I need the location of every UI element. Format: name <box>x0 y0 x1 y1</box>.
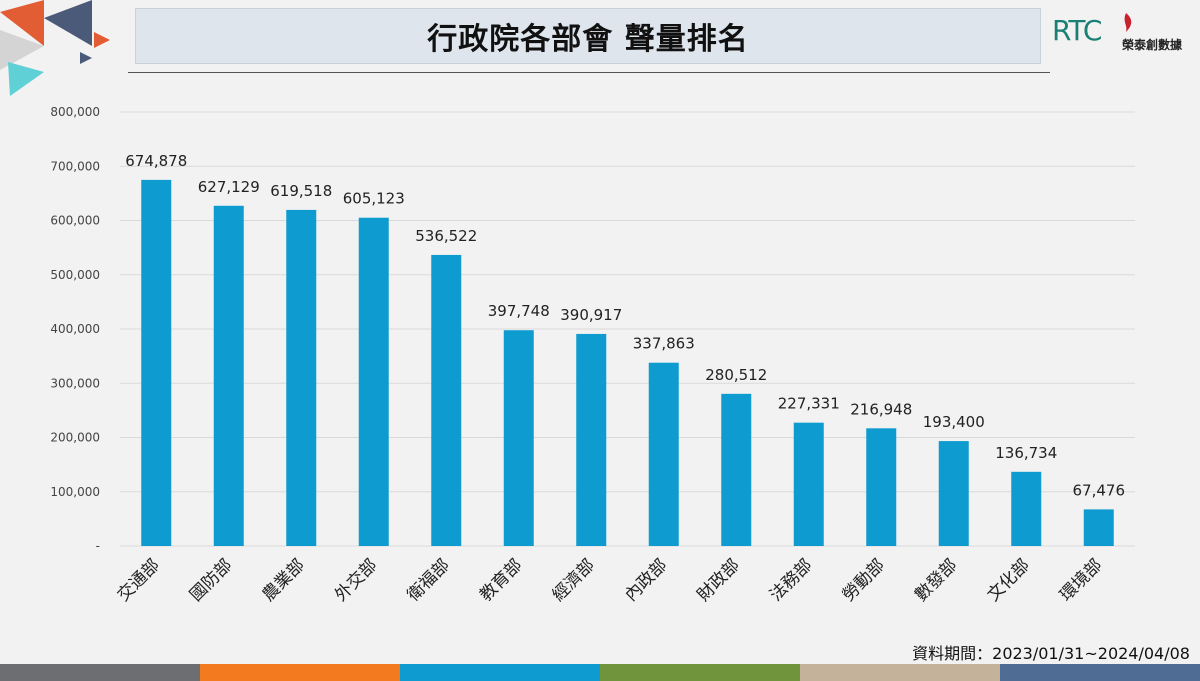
x-tick-label: 外交部 <box>331 555 381 605</box>
y-tick-label: 500,000 <box>50 268 100 282</box>
data-period-label: 資料期間：2023/01/31~2024/04/08 <box>912 644 1190 663</box>
x-tick-label: 文化部 <box>984 555 1034 605</box>
data-label: 337,863 <box>633 335 695 353</box>
bar <box>576 333 607 546</box>
bar <box>141 179 172 546</box>
y-tick-label: 400,000 <box>50 322 100 336</box>
data-label: 216,948 <box>850 400 912 418</box>
data-label: 136,734 <box>995 444 1057 462</box>
cyan-triangle-shape <box>8 62 44 96</box>
x-tick-label: 衛福部 <box>404 555 454 605</box>
footer-segment <box>600 664 800 681</box>
bar <box>1011 471 1042 546</box>
small-orange-triangle-shape <box>94 32 110 48</box>
data-label: 227,331 <box>778 395 840 413</box>
orange-triangle-shape <box>0 0 44 46</box>
bar <box>213 205 244 546</box>
data-label: 674,878 <box>125 152 187 170</box>
brand-logo: RTC 榮泰創數據 <box>1052 12 1192 56</box>
x-tick-label: 農業部 <box>259 555 309 605</box>
x-tick-label: 教育部 <box>476 555 526 605</box>
data-label: 193,400 <box>923 413 985 431</box>
dark-triangle-shape <box>44 0 92 46</box>
logo-name: 榮泰創數據 <box>1122 38 1183 52</box>
bar <box>793 422 824 546</box>
corner-decoration <box>0 0 110 96</box>
bar <box>286 209 317 546</box>
x-tick-label: 環境部 <box>1056 555 1106 605</box>
footer-segment <box>1000 664 1200 681</box>
footer-segment <box>800 664 1000 681</box>
x-tick-label: 財政部 <box>694 555 744 605</box>
x-tick-label: 經濟部 <box>549 555 599 605</box>
bar <box>866 428 897 546</box>
data-label: 67,476 <box>1073 481 1126 499</box>
x-tick-label: 勞動部 <box>839 555 889 605</box>
x-tick-label: 內政部 <box>621 555 671 605</box>
x-tick-label: 交通部 <box>114 555 164 605</box>
data-label: 280,512 <box>705 366 767 384</box>
x-tick-label: 法務部 <box>766 555 816 605</box>
footer-segment <box>400 664 600 681</box>
title-banner: 行政院各部會 聲量排名 <box>135 8 1041 64</box>
bar <box>431 254 462 546</box>
logo-letters: RTC <box>1052 14 1102 47</box>
bar <box>648 362 679 546</box>
footer-color-bar <box>0 664 1200 681</box>
y-tick-label: 300,000 <box>50 376 100 390</box>
x-tick-label: 數發部 <box>911 555 961 605</box>
data-label: 627,129 <box>198 178 260 196</box>
footer-segment <box>200 664 400 681</box>
y-tick-label: 700,000 <box>50 159 100 173</box>
bar <box>721 393 752 546</box>
y-tick-label: 200,000 <box>50 431 100 445</box>
y-tick-label: 600,000 <box>50 214 100 228</box>
x-tick-label: 國防部 <box>186 555 236 605</box>
title-divider <box>128 72 1050 73</box>
data-label: 397,748 <box>488 302 550 320</box>
gray-triangle-shape <box>0 30 44 70</box>
footer-segment <box>0 664 200 681</box>
bar <box>503 330 534 546</box>
data-label: 536,522 <box>415 227 477 245</box>
data-label: 605,123 <box>343 190 405 208</box>
bar <box>358 217 389 547</box>
y-tick-label: 800,000 <box>50 105 100 119</box>
y-tick-label: 100,000 <box>50 485 100 499</box>
small-dark-triangle-shape <box>80 52 92 64</box>
logo-flame-icon <box>1124 13 1132 32</box>
bar <box>938 441 969 546</box>
page-title: 行政院各部會 聲量排名 <box>427 22 749 57</box>
y-tick-label: - <box>96 539 100 553</box>
data-label: 390,917 <box>560 306 622 324</box>
bar-chart: - 100,000 200,000 300,000 400,000 500,000 600,… <box>50 105 1135 606</box>
data-label: 619,518 <box>270 182 332 200</box>
bar <box>1083 509 1114 546</box>
